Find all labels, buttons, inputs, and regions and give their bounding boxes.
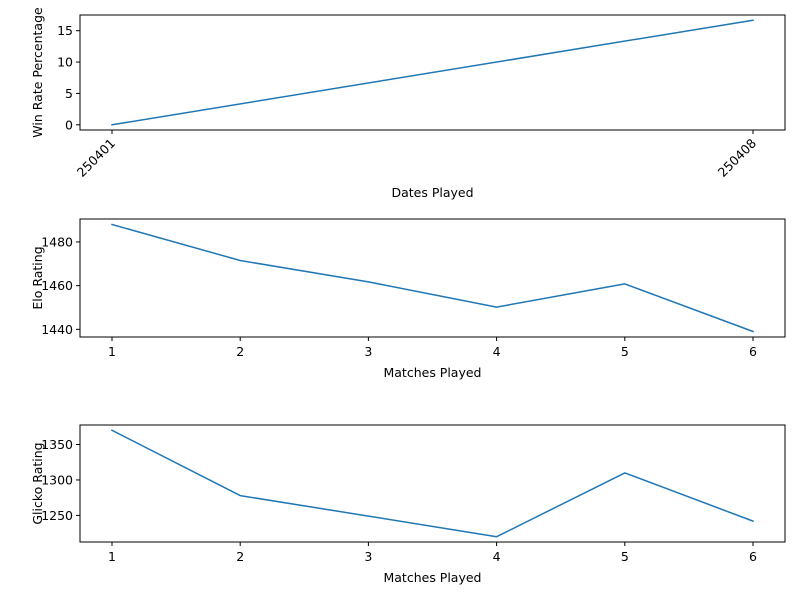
plot-area-frame — [79, 424, 786, 543]
x-tick-label: 250401 — [74, 136, 118, 180]
x-tick-label: 1 — [108, 549, 116, 564]
y-tick-label: 1460 — [41, 278, 73, 293]
x-tick-label: 3 — [364, 344, 372, 359]
x-tick-label: 6 — [749, 549, 757, 564]
y-tick-label: 1350 — [41, 437, 73, 452]
x-axis-label: Matches Played — [383, 570, 481, 585]
x-tick-label: 5 — [621, 344, 629, 359]
y-tick-label: 1480 — [41, 234, 73, 249]
x-tick-label: 5 — [621, 549, 629, 564]
series-line — [110, 429, 754, 538]
y-tick-label: 10 — [57, 55, 73, 70]
series-line — [111, 19, 754, 126]
y-tick-label: 0 — [65, 117, 73, 132]
x-tick-label: 4 — [493, 549, 501, 564]
chart-2: 1440 1460 1480 1 2 3 4 5 6 Matches Played Elo Rati… — [30, 218, 786, 380]
x-tick-label: 2 — [236, 344, 244, 359]
x-tick-label: 1 — [108, 344, 116, 359]
x-axis-label: Dates Played — [391, 185, 473, 200]
x-tick-label: 250408 — [715, 135, 759, 179]
y-tick-label: 1250 — [41, 508, 73, 523]
chart-3: 1250 1300 1350 1 2 3 4 5 6 Matches Played Glicko R… — [30, 424, 786, 585]
x-tick-label: 6 — [749, 344, 757, 359]
x-tick-label: 4 — [493, 344, 501, 359]
x-axis-label: Matches Played — [383, 365, 481, 380]
y-tick-label: 1300 — [41, 472, 73, 487]
x-tick-label: 2 — [236, 549, 244, 564]
y-tick-label: 15 — [57, 23, 73, 38]
plot-area-frame — [79, 218, 786, 338]
series-line — [111, 223, 754, 333]
y-tick-label: 5 — [65, 86, 73, 101]
chart-1: 0 5 10 15 250401 250408 Dates Played Win Rate P… — [30, 7, 786, 200]
y-tick-label: 1440 — [41, 322, 73, 337]
x-tick-label: 3 — [364, 549, 372, 564]
y-axis-label: Elo Rating — [30, 246, 45, 309]
plot-area-frame — [79, 14, 786, 131]
y-axis-label: Win Rate Percentage — [30, 7, 45, 138]
y-axis-label: Glicko Rating — [30, 442, 45, 524]
